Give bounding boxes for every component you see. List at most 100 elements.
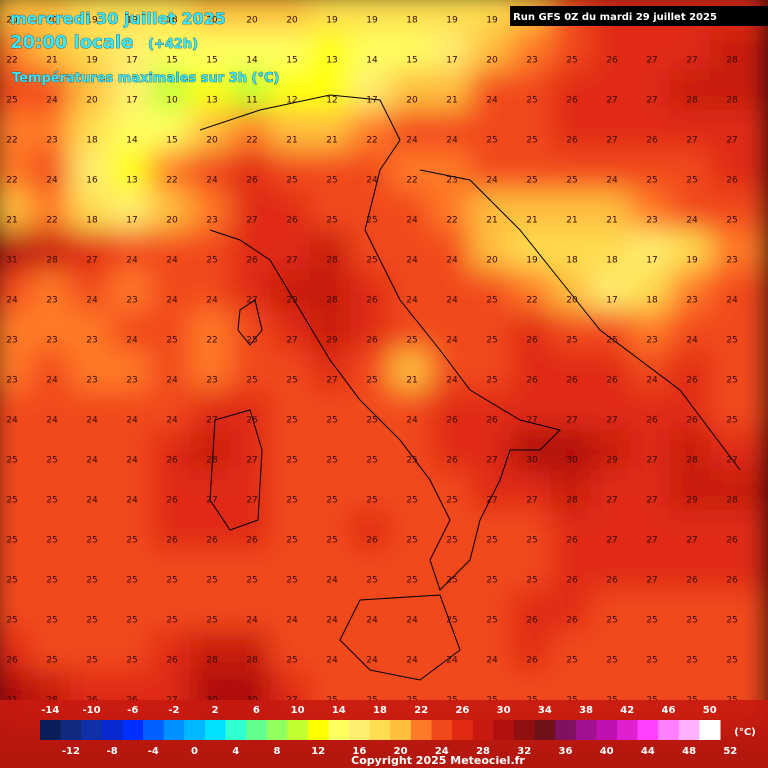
grid-value: 22	[526, 296, 537, 306]
colorbar-box	[513, 720, 536, 740]
subtitle: Températures maximales sur 3h (°C)	[12, 71, 279, 86]
colorbar-box	[225, 720, 247, 740]
grid-value: 17	[646, 256, 657, 266]
grid-value: 25	[46, 496, 57, 506]
grid-value: 25	[566, 176, 577, 186]
grid-value: 25	[6, 96, 17, 106]
grid-value: 19	[86, 56, 98, 66]
grid-value: 17	[126, 96, 137, 106]
colorbar-label: -12	[62, 746, 80, 757]
grid-value: 25	[246, 376, 257, 386]
colorbar-label: 36	[558, 746, 572, 757]
grid-value: 26	[486, 416, 498, 426]
grid-value: 25	[526, 136, 537, 146]
grid-value: 25	[486, 616, 497, 626]
colorbar-box	[163, 720, 185, 740]
grid-value: 25	[726, 616, 737, 626]
grid-value: 26	[526, 656, 538, 666]
grid-value: 25	[486, 576, 497, 586]
grid-value: 27	[646, 56, 657, 66]
grid-value: 27	[606, 416, 617, 426]
grid-value: 27	[246, 456, 257, 466]
grid-value: 25	[446, 616, 457, 626]
grid-value: 25	[166, 616, 177, 626]
grid-value: 24	[446, 256, 458, 266]
grid-value: 26	[166, 536, 178, 546]
colorbar-label: 22	[414, 705, 428, 716]
time: 20:00 locale	[10, 32, 133, 53]
grid-value: 15	[286, 56, 297, 66]
grid-value: 25	[206, 616, 217, 626]
grid-value: 19	[86, 16, 98, 26]
grid-value: 21	[46, 56, 57, 66]
grid-value: 24	[446, 656, 458, 666]
grid-value: 26	[526, 376, 538, 386]
colorbar-box	[534, 720, 556, 740]
grid-value: 18	[86, 216, 98, 226]
grid-value: 14	[366, 56, 378, 66]
grid-value: 24	[46, 376, 58, 386]
grid-value: 26	[686, 576, 698, 586]
grid-value: 25	[406, 496, 417, 506]
grid-value: 25	[646, 616, 657, 626]
colorbar-box	[287, 720, 309, 740]
grid-value: 25	[166, 576, 177, 586]
grid-value: 27	[286, 336, 297, 346]
grid-value: 26	[446, 416, 458, 426]
grid-value: 25	[126, 536, 137, 546]
grid-value: 27	[286, 256, 297, 266]
grid-value: 25	[686, 616, 697, 626]
grid-value: 23	[6, 376, 17, 386]
colorbar-label: 30	[497, 705, 511, 716]
colorbar-box	[596, 720, 618, 740]
grid-value: 25	[406, 336, 417, 346]
grid-value: 24	[446, 296, 458, 306]
grid-value: 20	[246, 16, 258, 26]
grid-value: 13	[206, 96, 217, 106]
grid-value: 22	[6, 56, 17, 66]
grid-value: 28	[326, 296, 338, 306]
grid-value: 21	[6, 216, 17, 226]
grid-value: 23	[46, 336, 57, 346]
grid-value: 24	[326, 656, 338, 666]
grid-value: 25	[726, 416, 737, 426]
colorbar-box	[658, 720, 680, 740]
grid-value: 17	[126, 216, 137, 226]
grid-value: 28	[726, 96, 738, 106]
grid-value: 27	[526, 496, 537, 506]
grid-value: 15	[206, 56, 217, 66]
colorbar-box	[369, 720, 391, 740]
grid-value: 25	[606, 336, 617, 346]
grid-value: 27	[606, 136, 617, 146]
grid-value: 28	[726, 56, 738, 66]
grid-value: 25	[326, 536, 337, 546]
grid-value: 18	[86, 136, 98, 146]
grid-value: 13	[126, 176, 137, 186]
colorbar-label: 42	[620, 705, 634, 716]
grid-value: 23	[86, 376, 97, 386]
colorbar-box	[410, 720, 433, 740]
colorbar-box	[246, 720, 268, 740]
grid-value: 26	[606, 576, 618, 586]
grid-value: 17	[126, 56, 137, 66]
grid-value: 27	[606, 536, 617, 546]
grid-value: 21	[326, 136, 337, 146]
colorbar-box	[204, 720, 226, 740]
grid-value: 25	[326, 216, 337, 226]
grid-value: 26	[6, 656, 18, 666]
grid-value: 30	[526, 456, 538, 466]
grid-value: 24	[206, 176, 218, 186]
temperature-field	[0, 0, 768, 730]
colorbar-box	[699, 720, 721, 740]
grid-value: 24	[126, 416, 138, 426]
grid-value: 24	[446, 336, 458, 346]
grid-value: 26	[606, 376, 618, 386]
grid-value: 26	[726, 536, 738, 546]
grid-value: 23	[46, 136, 57, 146]
grid-value: 23	[686, 296, 697, 306]
grid-value: 26	[246, 416, 258, 426]
grid-value: 24	[126, 336, 138, 346]
colorbar-box	[307, 720, 329, 740]
grid-value: 17	[366, 96, 377, 106]
grid-value: 28	[246, 656, 258, 666]
